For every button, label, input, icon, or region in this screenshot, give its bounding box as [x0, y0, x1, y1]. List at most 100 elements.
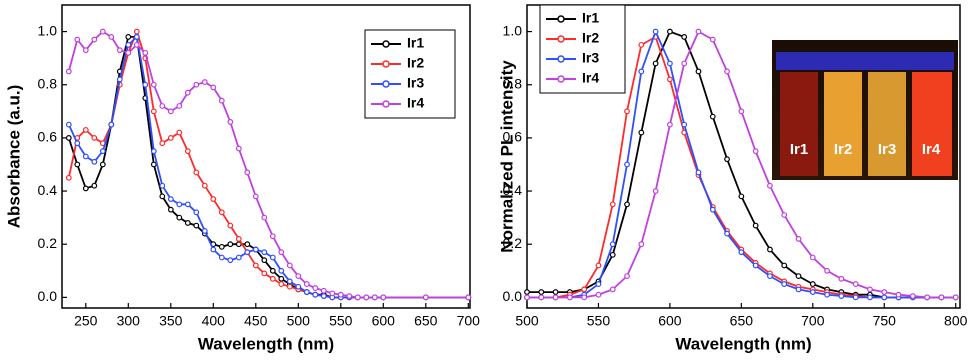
point-marker	[82, 47, 89, 54]
y-axis-title: Normalized PL intensity	[497, 60, 516, 253]
legend-marker	[557, 15, 565, 23]
point-marker	[895, 291, 902, 298]
inset-label: Ir4	[922, 141, 941, 158]
point-marker	[638, 241, 645, 248]
point-marker	[881, 294, 888, 301]
point-marker	[924, 294, 931, 301]
point-marker	[752, 148, 759, 155]
point-marker	[74, 161, 81, 168]
point-marker	[312, 291, 319, 298]
point-marker	[867, 286, 873, 293]
y-tick-label: 0.2	[38, 235, 58, 251]
point-marker	[595, 291, 602, 298]
x-tick-label: 250	[74, 313, 98, 329]
point-marker	[809, 281, 816, 287]
point-marker	[881, 289, 888, 295]
point-marker	[624, 108, 630, 115]
y-tick-label: 0.8	[503, 75, 523, 91]
point-marker	[201, 182, 208, 189]
point-marker	[133, 28, 140, 35]
point-marker	[184, 89, 191, 96]
legend-label: Ir2	[407, 55, 424, 71]
inset-label: Ir2	[834, 141, 852, 158]
x-tick-label: 300	[117, 313, 141, 329]
point-marker	[652, 60, 659, 67]
point-marker	[286, 283, 293, 290]
x-tick-label: 600	[658, 313, 682, 329]
point-marker	[210, 246, 217, 253]
point-marker	[65, 134, 72, 141]
point-marker	[244, 241, 251, 248]
point-marker	[278, 275, 285, 282]
point-marker	[767, 182, 773, 189]
point-marker	[380, 294, 387, 301]
point-marker	[346, 293, 353, 299]
point-marker	[667, 28, 673, 35]
y-tick-label: 0.0	[38, 288, 58, 304]
point-marker	[176, 103, 183, 109]
point-marker	[781, 262, 788, 269]
point-marker	[624, 273, 630, 280]
point-marker	[724, 156, 730, 163]
inset-photo	[772, 40, 958, 180]
inset-label: Ir3	[878, 141, 896, 158]
x-tick-label: 500	[287, 313, 311, 329]
point-marker	[269, 267, 276, 274]
y-tick-label: 0.2	[503, 235, 523, 251]
point-marker	[261, 214, 268, 221]
point-marker	[150, 108, 157, 115]
point-marker	[235, 145, 242, 152]
x-tick-label: 750	[873, 313, 897, 329]
point-marker	[624, 201, 630, 208]
point-marker	[159, 182, 166, 189]
point-marker	[295, 283, 302, 290]
point-marker	[695, 169, 702, 176]
legend-label: Ir1	[407, 35, 424, 51]
point-marker	[809, 254, 816, 261]
plot-frame	[526, 4, 961, 309]
point-marker	[767, 246, 773, 253]
legend-label: Ir3	[582, 50, 599, 66]
x-tick-label: 450	[244, 313, 268, 329]
point-marker	[176, 201, 183, 208]
point-marker	[552, 289, 559, 295]
y-tick-label: 0.4	[503, 182, 523, 198]
y-tick-label: 1.0	[38, 22, 58, 38]
point-marker	[82, 185, 89, 192]
point-marker	[99, 161, 106, 168]
legend-marker	[557, 75, 565, 83]
point-marker	[176, 129, 183, 136]
point-marker	[74, 36, 81, 43]
legend-label: Ir4	[407, 95, 424, 111]
point-marker	[235, 235, 242, 242]
point-marker	[652, 188, 659, 194]
point-marker	[624, 161, 630, 168]
point-marker	[303, 281, 310, 287]
point-marker	[809, 289, 816, 295]
point-marker	[566, 294, 573, 301]
point-marker	[269, 233, 276, 240]
point-marker	[201, 79, 208, 85]
point-marker	[609, 201, 616, 208]
point-marker	[909, 293, 916, 299]
point-marker	[724, 68, 730, 75]
legend-marker	[557, 35, 565, 43]
series-line	[67, 35, 469, 299]
point-marker	[150, 81, 157, 88]
y-tick-label: 0.6	[503, 129, 523, 145]
point-marker	[320, 287, 327, 294]
x-tick-label: 800	[944, 313, 968, 329]
y-axis-title: Absorbance (a.u.)	[4, 85, 23, 229]
point-marker	[261, 270, 268, 277]
point-marker	[709, 113, 716, 120]
x-tick-label: 550	[329, 313, 353, 329]
point-marker	[91, 182, 98, 189]
point-marker	[465, 294, 472, 301]
point-marker	[838, 275, 845, 282]
point-marker	[184, 201, 191, 208]
y-tick-label: 0.4	[38, 182, 58, 198]
point-marker	[184, 220, 191, 226]
point-marker	[595, 281, 602, 287]
point-marker	[667, 121, 673, 128]
